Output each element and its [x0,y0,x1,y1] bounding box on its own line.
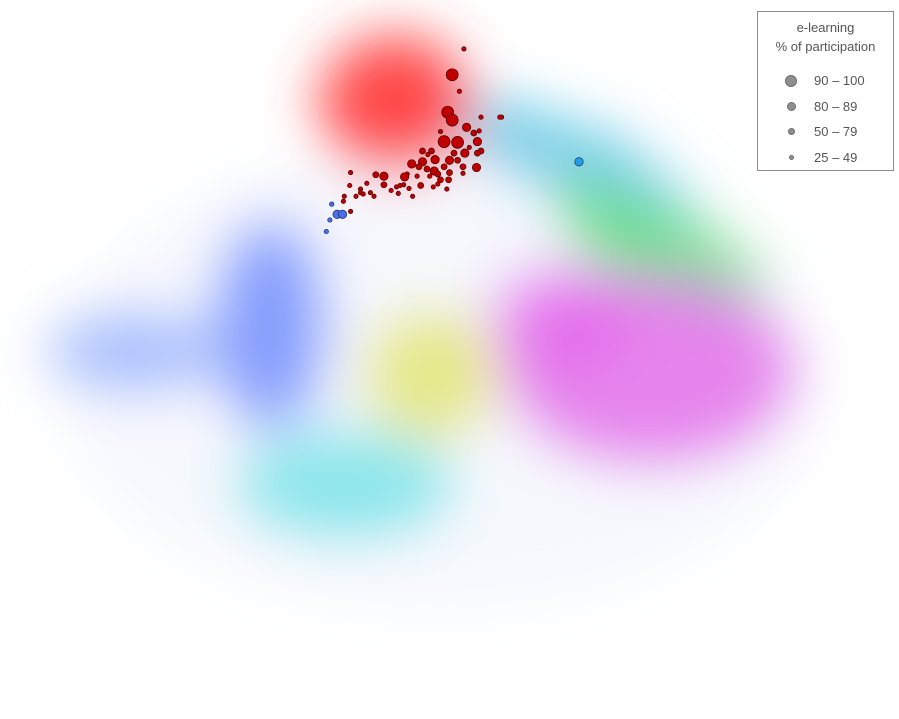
data-point [395,190,401,196]
data-point [444,186,450,192]
legend: e-learning % of participation 90 – 100 80… [757,11,894,171]
data-point [437,129,444,135]
data-point [444,155,455,165]
legend-entries: 90 – 100 80 – 89 50 – 79 25 – 49 [758,68,893,170]
data-point [470,129,478,137]
legend-marker [787,128,795,136]
data-point [472,137,482,147]
data-point [419,147,426,155]
data-point [425,152,431,158]
data-point [466,144,472,150]
data-point [410,193,416,199]
data-point [367,190,373,196]
data-point [400,172,410,182]
data-point [414,173,420,179]
data-point [460,170,466,176]
data-point [445,113,459,127]
background-clusters [50,35,820,610]
data-point [445,176,452,184]
data-point [379,171,389,181]
legend-swatch [776,128,806,136]
data-point [446,169,453,176]
legend-label: 50 – 79 [814,124,858,140]
data-point [437,135,451,148]
data-point [364,180,370,186]
data-point [430,155,440,165]
data-point [430,184,436,190]
data-point [360,191,366,197]
legend-title-line1: e-learning [796,20,855,35]
data-point [340,198,346,204]
legend-entry: 25 – 49 [758,145,893,171]
data-point [347,182,353,189]
data-point [348,208,354,214]
legend-marker [786,101,796,111]
data-point [423,165,431,173]
data-point [434,170,442,178]
data-point [497,114,503,120]
data-point [456,88,462,94]
data-point [348,170,354,176]
legend-label: 25 – 49 [814,149,858,165]
data-points [323,46,584,235]
data-point [337,209,348,219]
data-point [461,46,467,52]
data-point [440,163,448,171]
data-point [454,156,461,164]
data-point [437,176,444,184]
data-point [388,187,394,194]
data-point [329,201,335,207]
data-point [476,128,482,134]
data-point [415,163,423,171]
legend-swatch [776,154,806,160]
data-point [417,182,425,189]
data-point [471,162,482,173]
legend-title-line2: % of participation [775,39,876,54]
data-point [462,122,472,132]
legend-swatch [776,74,806,87]
data-point [427,173,433,179]
data-point [371,193,377,199]
legend-swatch [776,101,806,111]
data-point [397,182,403,189]
legend-label: 80 – 89 [814,98,858,114]
data-point [406,185,412,191]
legend-label: 90 – 100 [814,73,865,89]
data-point [459,163,467,171]
data-point [341,193,347,199]
legend-entry: 90 – 100 [758,68,893,94]
data-point [372,171,380,179]
data-point [380,181,388,189]
data-point [474,149,481,157]
data-point [451,136,464,149]
legend-marker [785,74,797,87]
data-point [478,114,484,120]
data-point [435,181,441,187]
data-point [323,228,329,235]
data-point [327,217,333,223]
data-point [445,68,459,82]
legend-entry: 50 – 79 [758,119,893,145]
legend-entry: 80 – 89 [758,94,893,120]
legend-marker [788,154,794,160]
data-point [407,159,417,169]
data-point [353,193,359,199]
data-point [428,147,435,155]
data-point [460,148,470,158]
data-point [574,157,584,167]
data-point [450,149,458,157]
